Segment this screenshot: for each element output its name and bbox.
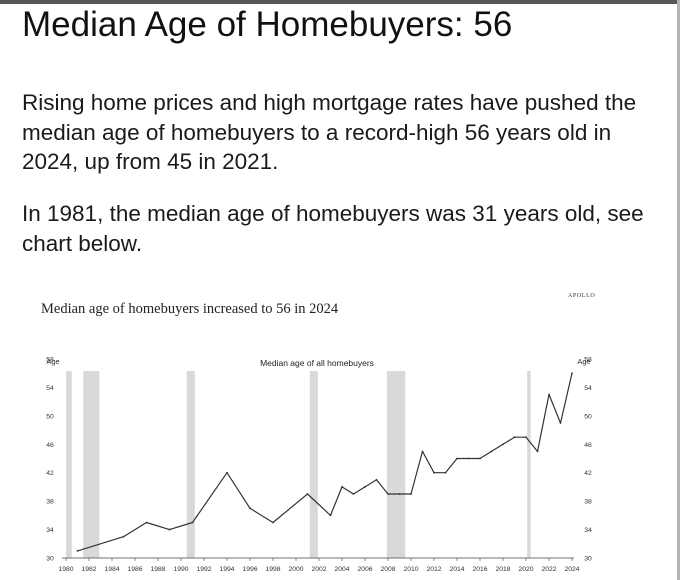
x-tick-2014: 2014 bbox=[449, 566, 464, 573]
data-point-1989 bbox=[168, 528, 171, 531]
top-border bbox=[0, 0, 680, 4]
y-axis-right: 30 34 38 42 46 50 54 58 bbox=[584, 357, 592, 563]
inner-chart-title: Median age of all homebuyers bbox=[260, 358, 374, 368]
recession-band-1 bbox=[66, 371, 72, 558]
x-tick-1994: 1994 bbox=[219, 566, 234, 573]
data-point-2020 bbox=[525, 436, 527, 439]
y-tick-right-50: 50 bbox=[584, 413, 592, 420]
brand-logo: APOLLO bbox=[568, 293, 596, 299]
data-point-2024 bbox=[571, 372, 573, 375]
x-tick-2020: 2020 bbox=[518, 566, 533, 573]
x-tick-2022: 2022 bbox=[541, 566, 556, 573]
y-tick-right-54: 54 bbox=[584, 385, 592, 392]
data-point-2013 bbox=[444, 471, 447, 474]
y-tick-left-46: 46 bbox=[46, 442, 54, 449]
data-point-1994 bbox=[226, 471, 228, 474]
y-tick-right-30: 30 bbox=[584, 556, 592, 563]
data-point-2004 bbox=[341, 486, 343, 488]
x-tick-2006: 2006 bbox=[357, 566, 372, 573]
x-tick-1980: 1980 bbox=[58, 566, 73, 573]
x-tick-1988: 1988 bbox=[150, 566, 165, 573]
y-tick-left-38: 38 bbox=[46, 499, 54, 506]
data-point-1987 bbox=[145, 521, 148, 524]
x-tick-1998: 1998 bbox=[265, 566, 280, 573]
y-tick-left-34: 34 bbox=[46, 527, 54, 534]
data-point-2017 bbox=[490, 450, 493, 453]
y-tick-right-42: 42 bbox=[584, 470, 592, 477]
data-point-1985 bbox=[122, 535, 125, 538]
y-tick-right-58: 58 bbox=[584, 357, 592, 364]
recession-band-6 bbox=[527, 371, 531, 558]
y-tick-left-54: 54 bbox=[46, 385, 54, 392]
x-tick-1990: 1990 bbox=[173, 566, 188, 573]
data-point-2016 bbox=[479, 457, 481, 460]
data-point-2010 bbox=[410, 493, 412, 495]
data-point-2006 bbox=[364, 486, 366, 488]
y-tick-left-50: 50 bbox=[46, 413, 54, 420]
x-tick-1986: 1986 bbox=[127, 566, 142, 573]
x-tick-1996: 1996 bbox=[242, 566, 257, 573]
paragraph-2: In 1981, the median age of homebuyers wa… bbox=[22, 201, 644, 256]
data-point-2011 bbox=[421, 450, 424, 453]
data-point-1981 bbox=[76, 549, 79, 552]
data-point-1998 bbox=[272, 521, 274, 524]
x-tick-2000: 2000 bbox=[288, 566, 303, 573]
data-point-2001 bbox=[306, 493, 309, 495]
x-tick-2024: 2024 bbox=[564, 566, 579, 573]
x-tick-2016: 2016 bbox=[472, 566, 487, 573]
x-tick-2010: 2010 bbox=[403, 566, 418, 573]
chart-title: Median age of homebuyers increased to 56… bbox=[41, 301, 339, 317]
recession-band-4 bbox=[309, 371, 318, 558]
y-tick-left-42: 42 bbox=[46, 470, 54, 477]
median-age-line bbox=[77, 373, 573, 552]
x-tick-1984: 1984 bbox=[104, 566, 119, 573]
recession-shading bbox=[66, 371, 531, 558]
paragraph-1: Rising home prices and high mortgage rat… bbox=[22, 90, 637, 174]
x-tick-2008: 2008 bbox=[380, 566, 395, 573]
y-tick-right-46: 46 bbox=[584, 442, 592, 449]
x-tick-1982: 1982 bbox=[81, 566, 96, 573]
page-heading: Median Age of Homebuyers: 56 bbox=[22, 5, 513, 44]
x-axis: 1980 1982 1984 1986 1988 1990 1992 1994 1996 1998… bbox=[58, 558, 580, 573]
x-tick-1992: 1992 bbox=[196, 566, 211, 573]
x-tick-2004: 2004 bbox=[334, 566, 349, 573]
x-tick-2018: 2018 bbox=[495, 566, 510, 573]
data-point-2003 bbox=[329, 514, 332, 517]
y-tick-right-38: 38 bbox=[584, 499, 592, 506]
data-point-2022 bbox=[548, 393, 550, 396]
x-tick-2012: 2012 bbox=[426, 566, 441, 573]
data-point-2005 bbox=[352, 493, 355, 495]
data-point-2008 bbox=[387, 493, 389, 495]
recession-band-3 bbox=[186, 371, 195, 558]
y-tick-right-34: 34 bbox=[584, 527, 592, 534]
data-point-1996 bbox=[249, 507, 251, 510]
data-point-2014 bbox=[456, 457, 458, 460]
y-tick-left-30: 30 bbox=[46, 556, 54, 563]
data-point-2018 bbox=[502, 443, 504, 446]
x-tick-2002: 2002 bbox=[311, 566, 326, 573]
y-axis-label-left: Age bbox=[46, 357, 59, 366]
data-point-2007 bbox=[375, 478, 378, 481]
data-point-1991 bbox=[191, 521, 194, 524]
right-border bbox=[677, 0, 680, 580]
data-point-2015 bbox=[467, 457, 470, 460]
data-point-2023 bbox=[559, 422, 562, 424]
data-point-2019 bbox=[513, 436, 516, 439]
data-point-2012 bbox=[433, 471, 435, 474]
recession-band-2 bbox=[83, 371, 100, 558]
y-axis-left: 30 34 38 42 46 50 54 58 bbox=[46, 357, 54, 563]
y-axis-label-right: Age bbox=[577, 357, 590, 366]
series-line bbox=[76, 372, 573, 552]
data-point-2009 bbox=[398, 493, 401, 495]
y-tick-left-58: 58 bbox=[46, 357, 54, 364]
recession-band-5 bbox=[386, 371, 406, 558]
data-point-2021 bbox=[536, 450, 539, 453]
